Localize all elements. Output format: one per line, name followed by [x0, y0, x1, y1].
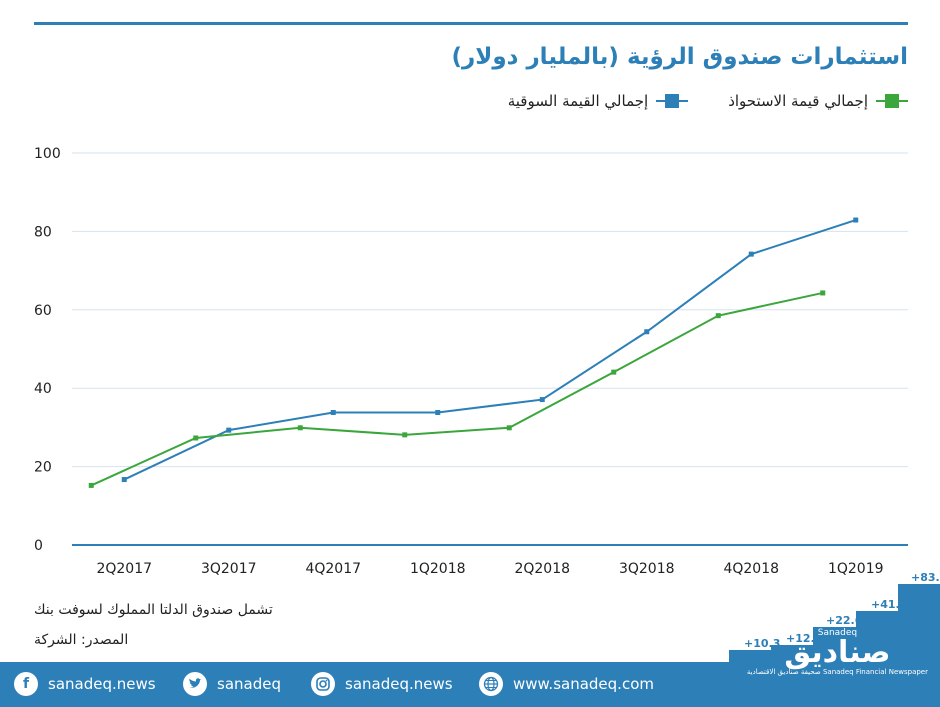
series-line-acquisition — [90, 291, 823, 487]
data-point-market-value — [435, 410, 441, 416]
chart-title: استثمارات صندوق الرؤية (بالمليار دولار) — [451, 44, 908, 70]
globe-icon — [479, 672, 503, 696]
facebook-icon: f — [14, 672, 38, 696]
twitter-icon — [183, 672, 207, 696]
data-point-acquisition — [506, 425, 512, 431]
x-tick-label: 1Q2019 — [828, 561, 884, 577]
step-label-1: +10.3 — [744, 637, 781, 650]
step-label-3: +22.6 — [826, 614, 863, 627]
legend-item-acquisition: إجمالي قيمة الاستحواذ — [728, 92, 908, 110]
x-tick-label: 3Q2017 — [201, 561, 257, 577]
data-point-market-value — [330, 410, 336, 416]
data-point-market-value — [539, 397, 545, 403]
y-tick-label: 60 — [34, 303, 52, 319]
data-point-acquisition — [297, 425, 303, 431]
brand-name-en: Sanadeq — [817, 628, 858, 638]
series-line-market-value — [123, 219, 857, 481]
x-tick-label: 2Q2017 — [96, 561, 152, 577]
x-tick-label: 2Q2018 — [514, 561, 570, 577]
note-delta-fund: تشمل صندوق الدلتا المملوك لسوفت بنك — [34, 602, 273, 618]
brand-name-ar: صناديق — [784, 635, 891, 670]
legend-item-market-value: إجمالي القيمة السوقية — [507, 92, 689, 110]
y-tick-label: 0 — [34, 538, 43, 554]
x-tick-label: 4Q2018 — [723, 561, 779, 577]
data-point-acquisition — [611, 369, 617, 375]
twitter-link[interactable]: sanadeq — [183, 672, 281, 696]
legend-swatch-acquisition — [876, 94, 908, 108]
x-tick-label: 1Q2018 — [410, 561, 466, 577]
note-source: المصدر: الشركة — [34, 632, 129, 648]
data-point-acquisition — [715, 313, 721, 319]
brand-tagline: صحيفة صناديق الاقتصادية Sanadeq Financia… — [746, 668, 928, 676]
data-point-market-value — [853, 217, 859, 223]
x-tick-label: 3Q2018 — [619, 561, 675, 577]
step-label-4: +41.9 — [871, 598, 908, 611]
y-tick-label: 100 — [34, 146, 61, 162]
step-label-2: +12.0 — [786, 632, 823, 645]
x-tick-label: 4Q2017 — [305, 561, 361, 577]
facebook-link[interactable]: f sanadeq.news — [14, 672, 156, 696]
legend-label-acquisition: إجمالي قيمة الاستحواذ — [728, 92, 868, 110]
top-rule — [34, 22, 908, 25]
y-tick-label: 80 — [34, 224, 52, 240]
instagram-link[interactable]: sanadeq.news — [311, 672, 453, 696]
twitter-handle: sanadeq — [217, 675, 281, 693]
data-point-market-value — [121, 477, 127, 483]
website-link[interactable]: www.sanadeq.com — [479, 672, 654, 696]
facebook-handle: sanadeq.news — [48, 675, 156, 693]
step-label-5: +83.0 — [911, 571, 940, 584]
step-5 — [898, 584, 940, 662]
legend-label-market-value: إجمالي القيمة السوقية — [507, 92, 649, 110]
data-point-acquisition — [402, 432, 408, 438]
y-tick-label: 40 — [34, 381, 52, 397]
legend-swatch-market-value — [656, 94, 689, 108]
footer-bar: f sanadeq.news sanadeq sanadeq.news www.… — [0, 662, 940, 707]
data-point-market-value — [644, 329, 650, 335]
data-point-acquisition — [193, 435, 199, 441]
y-tick-label: 20 — [34, 460, 52, 476]
line-chart: 0 20 40 60 80 100 2Q2017 3Q2017 4Q2017 1Q2018 2Q20… — [34, 146, 908, 577]
data-point-acquisition — [820, 290, 826, 296]
instagram-handle: sanadeq.news — [345, 675, 453, 693]
legend: إجمالي قيمة الاستحواذ إجمالي القيمة السو… — [508, 92, 908, 110]
data-point-acquisition — [88, 482, 94, 488]
instagram-icon — [311, 672, 335, 696]
data-point-market-value — [226, 427, 232, 433]
brand-logo: Sanadeq صناديق صحيفة صناديق الاقتصادية S… — [747, 628, 928, 676]
data-point-market-value — [748, 251, 754, 257]
website-url: www.sanadeq.com — [513, 675, 654, 693]
